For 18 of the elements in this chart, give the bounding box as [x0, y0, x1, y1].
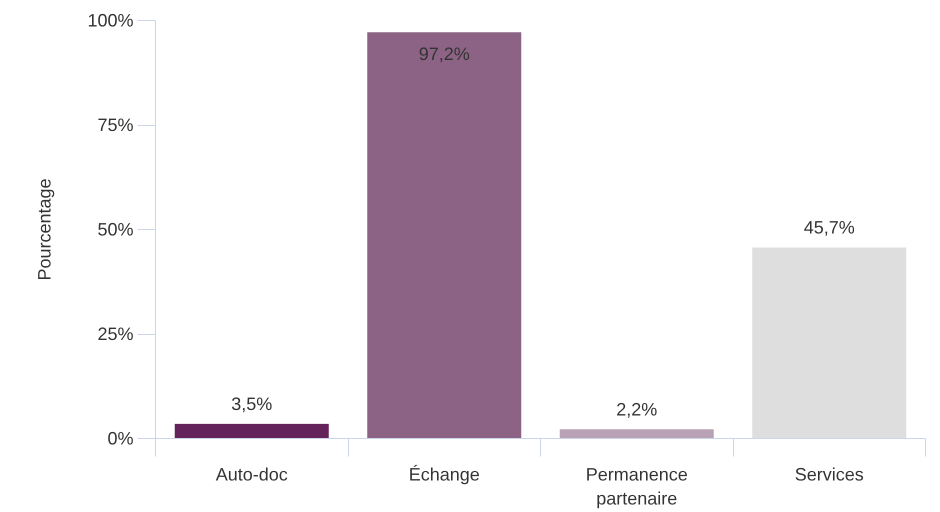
bar: [367, 32, 522, 438]
data-label: 97,2%: [418, 44, 470, 64]
x-tick-label: Permanence partenaire: [586, 464, 688, 508]
y-tick-label: 100%: [87, 10, 134, 30]
x-tick-label: Services: [794, 464, 864, 484]
y-tick-label: 0%: [107, 428, 134, 448]
y-axis-title: Pourcentage: [34, 178, 54, 281]
x-tick-label: Échange: [408, 464, 480, 484]
bar: [174, 424, 329, 438]
y-tick-label: 25%: [97, 324, 134, 344]
data-label: 45,7%: [804, 217, 855, 238]
data-label: 2,2%: [616, 399, 658, 420]
bar: [752, 247, 906, 438]
y-tick-label: 50%: [97, 220, 134, 240]
y-tick-label: 75%: [97, 115, 134, 135]
bar: [560, 429, 714, 438]
x-tick-label: Auto-doc: [216, 464, 288, 484]
data-label: 3,5%: [231, 394, 272, 414]
